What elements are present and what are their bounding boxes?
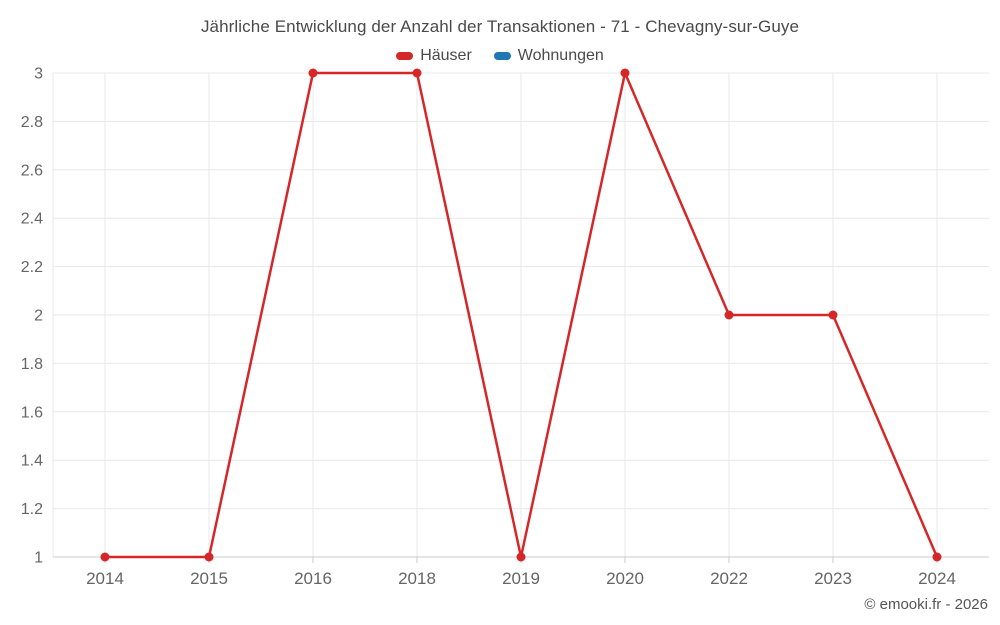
legend-swatch-haeuser-icon: [396, 52, 414, 60]
legend-item-wohnungen[interactable]: Wohnungen: [493, 47, 604, 65]
y-axis-tick-label: 2: [34, 308, 43, 325]
x-axis-tick-label: 2019: [502, 569, 540, 588]
data-point[interactable]: [100, 552, 110, 562]
x-axis-tick-label: 2018: [398, 569, 436, 588]
x-axis-tick-label: 2022: [710, 569, 748, 588]
data-point[interactable]: [932, 552, 942, 562]
x-axis-tick-label: 2024: [918, 569, 956, 588]
x-axis-tick-label: 2023: [814, 569, 852, 588]
data-point[interactable]: [620, 68, 630, 78]
legend: Häuser Wohnungen: [0, 45, 1000, 67]
x-axis-tick-label: 2020: [606, 569, 644, 588]
data-point[interactable]: [516, 552, 526, 562]
y-axis-tick-label: 2.4: [21, 211, 43, 228]
y-axis-tick-label: 2.6: [21, 162, 43, 179]
legend-item-haeuser[interactable]: Häuser: [396, 47, 472, 65]
y-axis-tick-label: 1: [34, 550, 43, 567]
y-axis-tick-label: 1.2: [21, 501, 43, 518]
y-axis-tick-label: 2.8: [21, 114, 43, 131]
data-point[interactable]: [724, 310, 734, 320]
y-axis-tick-label: 1.4: [21, 453, 43, 470]
chart-title: Jährliche Entwicklung der Anzahl der Tra…: [200, 17, 800, 36]
x-axis-tick-label: 2016: [294, 569, 332, 588]
data-point[interactable]: [308, 68, 318, 78]
copyright-text: © emooki.fr - 2026: [864, 596, 988, 613]
y-axis-tick-label: 2.2: [21, 259, 43, 276]
x-axis-tick-label: 2014: [86, 569, 124, 588]
y-axis-tick-label: 1.6: [21, 404, 43, 421]
y-axis-tick-label: 1.8: [21, 356, 43, 373]
data-point[interactable]: [828, 310, 838, 320]
legend-swatch-wohnungen-icon: [493, 52, 511, 60]
x-axis-tick-label: 2015: [190, 569, 228, 588]
legend-label-wohnungen: Wohnungen: [517, 47, 604, 64]
data-point[interactable]: [412, 68, 422, 78]
legend-label-haeuser: Häuser: [420, 47, 472, 64]
data-point[interactable]: [204, 552, 214, 562]
y-axis-tick-label: 3: [34, 66, 43, 83]
